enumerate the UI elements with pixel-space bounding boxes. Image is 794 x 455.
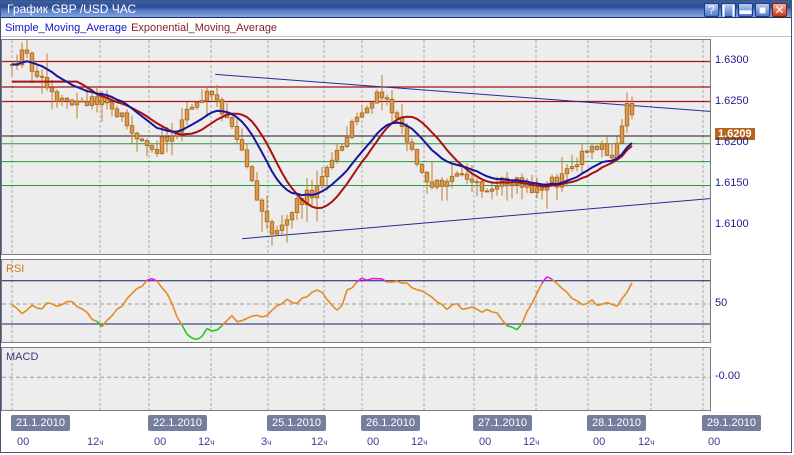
svg-text:MACD: MACD: [6, 351, 38, 363]
svg-text:RSI: RSI: [6, 263, 24, 275]
